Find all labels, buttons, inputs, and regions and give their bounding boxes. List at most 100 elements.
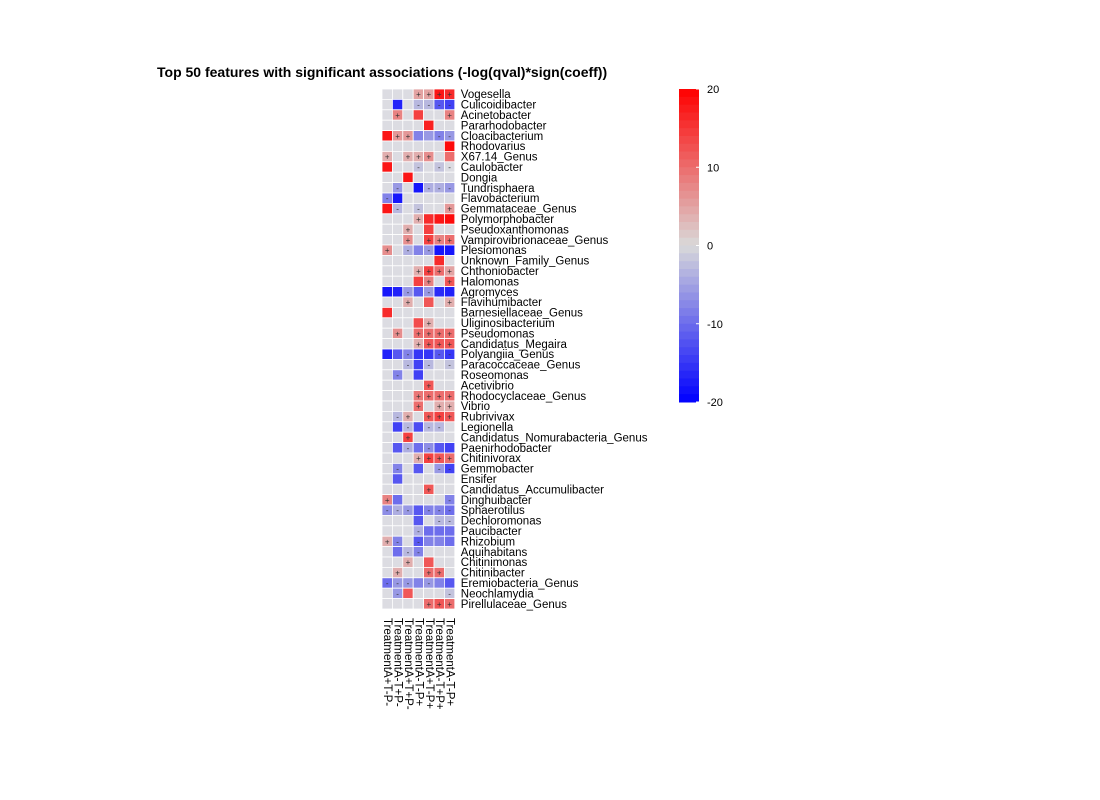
row-label: Dongia — [461, 172, 498, 184]
row-label: Candidatus_Megaira — [461, 339, 568, 351]
heatmap-cell — [433, 150, 445, 163]
colorbar-segment — [679, 331, 699, 340]
cell-sign-label: - — [448, 184, 451, 193]
heatmap-cell — [433, 369, 445, 381]
heatmap-cell — [433, 431, 445, 444]
row-label: Aquihabitans — [461, 547, 528, 559]
cell-sign-label: + — [437, 329, 442, 338]
heatmap-cell — [423, 494, 435, 506]
heatmap-cell — [423, 161, 435, 173]
row-label: Eremiobacteria_Genus — [461, 578, 579, 590]
cell-sign-label: - — [448, 350, 451, 359]
heatmap-cell — [433, 442, 445, 454]
heatmap-cell — [443, 546, 456, 558]
heatmap-cell — [423, 119, 435, 131]
heatmap-cell — [391, 473, 404, 485]
heatmap-cell — [433, 494, 445, 506]
cell-sign-label: + — [395, 132, 400, 141]
heatmap-cell — [391, 452, 404, 464]
colorbar-segment — [679, 159, 699, 168]
cell-sign-label: - — [448, 132, 451, 141]
colorbar-tick-label: 0 — [707, 241, 713, 253]
heatmap-cell — [402, 515, 414, 527]
cell-sign-label: + — [447, 392, 452, 401]
cell-sign-label: + — [447, 267, 452, 276]
heatmap-cell — [391, 286, 404, 298]
colorbar-segment — [679, 229, 699, 239]
heatmap-cell — [423, 130, 435, 142]
heatmap-cell — [433, 577, 445, 589]
row-label: Agromyces — [461, 287, 519, 299]
colorbar-segment — [679, 237, 699, 246]
heatmap-cell — [423, 213, 435, 225]
heatmap-cell — [443, 286, 456, 298]
heatmap-cell — [381, 265, 393, 277]
heatmap-cell — [423, 431, 435, 444]
cell-sign-label: - — [396, 537, 399, 546]
cell-sign-label: + — [437, 413, 442, 422]
heatmap-cell — [412, 567, 425, 579]
heatmap-cell — [391, 265, 404, 277]
heatmap-cell — [402, 327, 414, 340]
colorbar-segment — [679, 362, 699, 372]
heatmap-cell — [412, 296, 425, 308]
heatmap-cell — [402, 494, 414, 506]
row-label: Rhodocyclaceae_Genus — [461, 391, 587, 403]
cell-sign-label: - — [438, 350, 441, 359]
heatmap-cell — [412, 515, 425, 527]
heatmap-cell — [381, 109, 393, 121]
heatmap-cell — [402, 587, 414, 600]
cell-sign-label: - — [448, 361, 451, 370]
heatmap-cell — [391, 244, 404, 256]
cell-sign-label: + — [447, 298, 452, 307]
heatmap-cell — [443, 244, 456, 256]
cell-sign-label: + — [447, 340, 452, 349]
cell-sign-label: - — [396, 579, 399, 588]
cell-sign-label: + — [395, 569, 400, 578]
heatmap-cell — [381, 587, 393, 600]
colorbar-segment — [679, 104, 699, 113]
cell-sign-label: + — [437, 402, 442, 411]
heatmap-cell — [412, 369, 425, 381]
heatmap-cell — [391, 348, 404, 360]
row-label: Gemmataceae_Genus — [461, 204, 577, 216]
heatmap-cell — [433, 254, 445, 267]
cell-sign-label: - — [427, 184, 430, 193]
heatmap-cell — [433, 202, 445, 215]
cell-sign-label: + — [447, 205, 452, 214]
heatmap-cell — [402, 140, 414, 152]
heatmap-cell — [381, 348, 393, 360]
cell-sign-label: + — [416, 90, 421, 99]
colorbar-segment — [679, 245, 699, 254]
heatmap-cell — [433, 379, 445, 392]
row-label: Gemmobacter — [461, 464, 534, 476]
row-label: Candidatus_Nomurabacteria_Genus — [461, 432, 648, 444]
cell-sign-label: - — [448, 163, 451, 172]
heatmap-cell — [433, 296, 445, 308]
row-label: Polymorphobacter — [461, 214, 554, 226]
heatmap-cell — [402, 598, 414, 610]
heatmap-cell — [412, 234, 425, 246]
heatmap-cell — [423, 192, 435, 204]
cell-sign-label: - — [407, 423, 410, 432]
cell-sign-label: + — [426, 569, 431, 578]
row-label: Paenirhodobacter — [461, 443, 552, 455]
cell-sign-label: + — [416, 454, 421, 463]
row-label: Halomonas — [461, 276, 519, 288]
heatmap-cell — [381, 442, 393, 454]
heatmap-cell — [412, 182, 425, 194]
heatmap-cell — [443, 483, 456, 496]
cell-sign-label: - — [396, 413, 399, 422]
cell-sign-label: - — [438, 517, 441, 526]
row-label: Candidatus_Accumulibacter — [461, 484, 604, 496]
colorbar-segment — [679, 151, 699, 160]
column-label: TreatmentA-T+P- — [392, 618, 404, 707]
cell-sign-label: + — [406, 558, 411, 567]
heatmap-cell — [391, 494, 404, 506]
colorbar-tick-label: 10 — [707, 162, 719, 174]
heatmap-cell — [391, 358, 404, 371]
cell-sign-label: - — [386, 506, 389, 515]
heatmap-cell — [412, 109, 425, 121]
colorbar-segment — [679, 214, 699, 223]
heatmap-cell — [433, 109, 445, 121]
